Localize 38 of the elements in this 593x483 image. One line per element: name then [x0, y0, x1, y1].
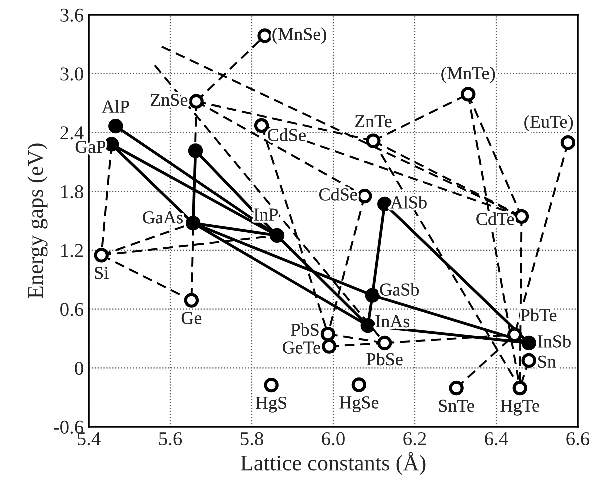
annotation: HgTe [500, 400, 540, 416]
y-tick-label: 0 [75, 362, 84, 376]
annotation: Ge [182, 312, 202, 324]
annotation: HgSe [340, 396, 379, 412]
x-tick-label: 6.0 [322, 432, 345, 446]
annotation: InSb [538, 335, 571, 348]
x-axis-title: Lattice constants (Å) [240, 452, 426, 476]
y-tick-label: 1.2 [62, 244, 84, 258]
annotation: HgS [256, 396, 286, 413]
y-tick-label: 2.4 [60, 126, 84, 140]
annotation: CdTe [476, 212, 514, 226]
x-tick-label: 5.8 [240, 432, 264, 446]
annotation: (EuTe) [524, 115, 573, 132]
y-tick-label: 1.8 [62, 185, 84, 199]
y-tick-label: 0.6 [60, 303, 84, 316]
x-tick-label: 6.4 [485, 432, 508, 446]
annotation: (MnSe) [272, 28, 326, 44]
annotation: ZnSe [151, 94, 188, 106]
annotation: GaSb [380, 283, 419, 296]
y-tick-label: 3.0 [60, 68, 84, 81]
x-tick-label: 5.6 [159, 432, 182, 446]
y-tick-label: 3.6 [60, 8, 84, 22]
annotation: PbSe [366, 352, 403, 366]
y-axis-title: Energy gaps (eV) [28, 144, 48, 299]
annotation: GaAs [143, 212, 183, 224]
annotation: AlP [102, 100, 130, 113]
x-tick-label: 5.4 [78, 432, 101, 446]
annotation: InAs [376, 316, 410, 328]
annotation: GeTe [283, 342, 320, 354]
x-tick-label: 6.6 [566, 432, 590, 446]
annotation: CdSe [320, 188, 358, 201]
annotation: PbS [291, 323, 319, 336]
annotation: Si [95, 267, 109, 280]
annotation: Sn [538, 356, 556, 368]
x-tick-label: 6.2 [404, 432, 426, 446]
annotation: ZnTe [355, 116, 392, 128]
annotation: SnTe [439, 400, 474, 412]
annotation: (MnTe) [442, 66, 496, 84]
